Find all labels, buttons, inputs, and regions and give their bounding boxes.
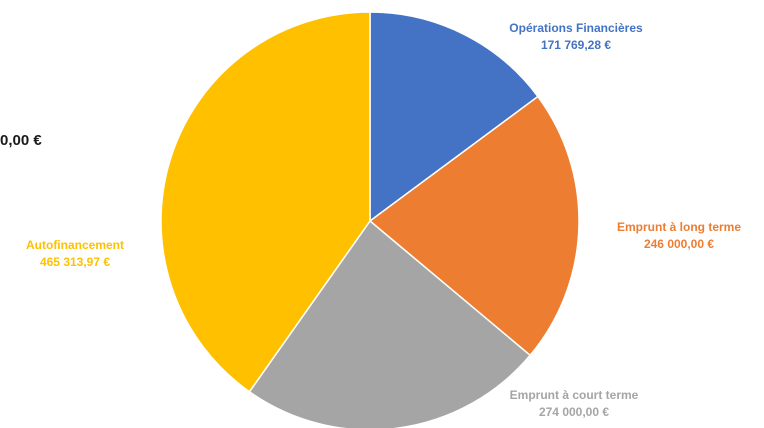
slice-value: 465 313,97 €: [39, 255, 111, 269]
label-operations-financieres: Opérations Financières 171 769,28 €: [509, 20, 642, 54]
slice-name: Opérations Financières: [509, 21, 643, 35]
label-emprunt-court-terme: Emprunt à court terme 274 000,00 €: [510, 387, 639, 421]
slice-name: Emprunt à court terme: [509, 388, 639, 402]
slice-value: 274 000,00 €: [538, 405, 610, 419]
slice-name: Emprunt à long terme: [616, 220, 742, 234]
slice-emprunt-long-terme: [368, 95, 580, 357]
slice-operations-financieres: [369, 11, 539, 223]
label-emprunt-long-terme: Emprunt à long terme 246 000,00 €: [617, 219, 741, 253]
slice-autofinancement: [160, 11, 371, 393]
slice-emprunt-court-terme: [248, 219, 532, 428]
slice-value: 171 769,28 €: [540, 38, 612, 52]
slice-value: 246 000,00 €: [643, 237, 715, 251]
clipped-value-text: 0,00 €: [0, 132, 42, 149]
label-autofinancement: Autofinancement 465 313,97 €: [26, 237, 124, 271]
slice-name: Autofinancement: [25, 238, 125, 252]
